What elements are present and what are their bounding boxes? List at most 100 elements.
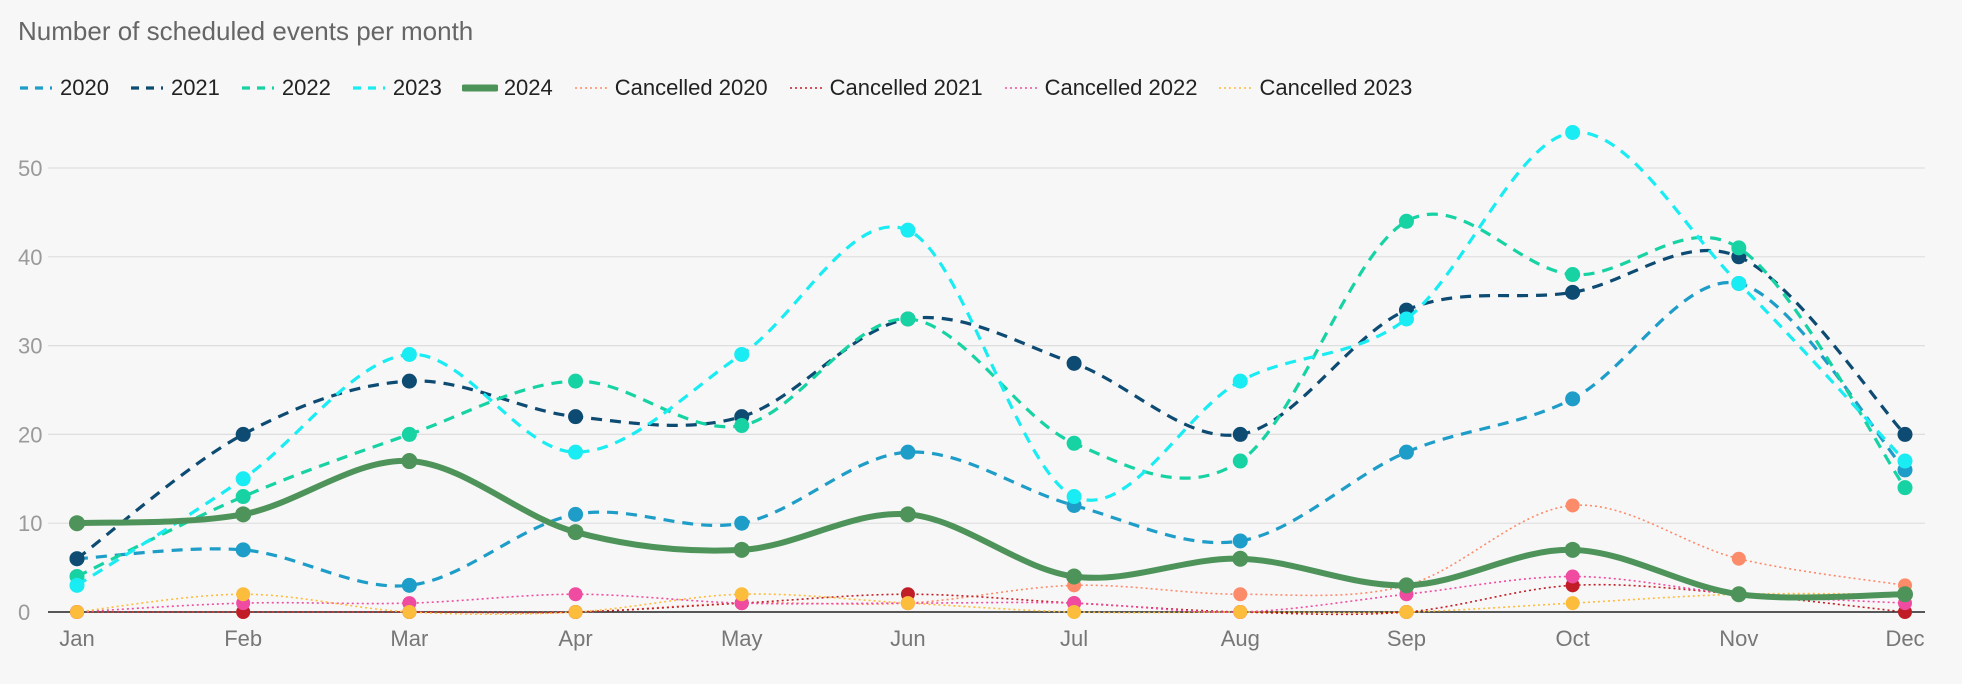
data-point-2024-mar xyxy=(401,453,418,470)
x-tick-label: Apr xyxy=(558,626,592,651)
chart-title: Number of scheduled events per month xyxy=(18,16,474,46)
x-tick-label: May xyxy=(721,626,763,651)
data-point-2022-oct xyxy=(1565,267,1581,283)
data-point-cancelled-2022-apr xyxy=(568,587,583,602)
series-2023 xyxy=(69,124,1913,593)
data-point-2021-oct xyxy=(1565,284,1581,300)
x-tick-label: Sep xyxy=(1387,626,1426,651)
data-point-cancelled-2023-sep xyxy=(1399,605,1414,619)
data-point-cancelled-2023-jan xyxy=(70,605,84,619)
data-point-2022-nov xyxy=(1731,240,1747,256)
legend-label: Cancelled 2022 xyxy=(1044,75,1198,100)
data-point-2024-sep xyxy=(1398,577,1415,594)
data-point-2022-dec xyxy=(1897,480,1913,496)
data-point-2023-sep xyxy=(1398,311,1414,327)
x-tick-label: Dec xyxy=(1885,626,1924,651)
y-tick-label: 40 xyxy=(18,245,42,270)
legend-swatch xyxy=(1004,87,1037,89)
legend-item-cancelled-2021[interactable]: Cancelled 2021 xyxy=(788,75,983,101)
legend-label: Cancelled 2020 xyxy=(614,75,768,100)
series-cancelled-2023 xyxy=(70,587,1912,619)
data-point-2023-may xyxy=(734,346,750,362)
x-tick-label: Nov xyxy=(1719,626,1758,651)
data-point-2020-aug xyxy=(1232,533,1248,549)
data-point-cancelled-2023-oct xyxy=(1565,596,1580,611)
legend-item-cancelled-2020[interactable]: Cancelled 2020 xyxy=(573,75,768,101)
data-point-cancelled-2023-may xyxy=(734,587,749,602)
series-2021 xyxy=(69,249,1913,567)
x-tick-label: Jun xyxy=(890,626,925,651)
data-point-2023-jan xyxy=(69,577,85,593)
data-point-2020-may xyxy=(734,515,750,531)
legend-item-2022[interactable]: 2022 xyxy=(240,75,331,101)
series-line-cancelled-2023 xyxy=(76,592,1906,616)
data-point-cancelled-2023-apr xyxy=(568,605,583,619)
series-2024 xyxy=(69,453,1913,603)
data-point-2023-mar xyxy=(401,346,417,362)
legend-label: 2021 xyxy=(170,75,220,100)
data-point-2021-jul xyxy=(1066,355,1082,371)
data-point-cancelled-2023-jun xyxy=(900,596,915,611)
series-line-2024 xyxy=(76,458,1906,601)
data-point-2021-jan xyxy=(69,551,85,567)
data-point-cancelled-2023-feb xyxy=(236,587,251,602)
legend-label: 2024 xyxy=(503,75,553,100)
data-point-cancelled-2023-jul xyxy=(1067,605,1082,619)
legend-item-cancelled-2022[interactable]: Cancelled 2022 xyxy=(1003,75,1198,101)
data-point-2022-mar xyxy=(401,426,417,442)
data-point-2023-apr xyxy=(568,444,584,460)
legend-swatch xyxy=(1219,87,1252,89)
x-tick-label: Mar xyxy=(390,626,428,651)
data-point-2022-sep xyxy=(1398,213,1414,229)
data-point-2024-may xyxy=(733,541,750,558)
data-point-2024-feb xyxy=(235,506,252,523)
data-point-2024-jan xyxy=(69,515,85,532)
legend-label: Cancelled 2023 xyxy=(1259,75,1413,100)
series-line-2022 xyxy=(76,212,1907,578)
legend-item-2023[interactable]: 2023 xyxy=(351,75,442,101)
y-tick-label: 10 xyxy=(18,511,42,536)
data-point-2023-dec xyxy=(1897,453,1913,469)
y-tick-label: 0 xyxy=(18,600,30,625)
data-point-2021-feb xyxy=(235,426,251,442)
data-point-2020-mar xyxy=(401,577,417,593)
legend-item-2024[interactable]: 2024 xyxy=(461,75,553,101)
legend-label: 2022 xyxy=(281,75,331,100)
chart-legend: 2020 2021 2022 2023 2024 Cancelled 2020 Cancel… xyxy=(18,75,1432,101)
x-tick-label: Aug xyxy=(1221,626,1260,651)
legend-swatch xyxy=(241,86,274,90)
legend-swatch xyxy=(130,86,163,90)
data-point-2021-dec xyxy=(1897,426,1913,442)
data-point-2022-aug xyxy=(1232,453,1248,469)
legend-label: Cancelled 2021 xyxy=(829,75,983,100)
data-point-2020-apr xyxy=(568,506,584,522)
series-line-2021 xyxy=(76,249,1907,561)
data-point-2023-jun xyxy=(900,222,916,238)
data-point-2023-aug xyxy=(1232,373,1248,389)
data-point-2022-jul xyxy=(1066,435,1082,451)
data-point-2020-oct xyxy=(1565,391,1581,407)
data-point-cancelled-2023-aug xyxy=(1233,605,1248,619)
legend-item-2020[interactable]: 2020 xyxy=(18,75,109,101)
series-cancelled-2021 xyxy=(70,578,1912,619)
data-point-2024-apr xyxy=(567,524,584,541)
data-point-cancelled-2022-oct xyxy=(1565,569,1580,584)
series-line-2020 xyxy=(76,280,1907,588)
data-point-2023-jul xyxy=(1066,489,1082,505)
data-point-2024-nov xyxy=(1730,586,1747,603)
legend-label: 2023 xyxy=(392,75,442,100)
data-point-2023-oct xyxy=(1565,124,1581,140)
series-line-cancelled-2021 xyxy=(77,583,1906,616)
legend-swatch xyxy=(20,86,52,90)
data-point-2022-may xyxy=(734,418,750,434)
legend-item-cancelled-2023[interactable]: Cancelled 2023 xyxy=(1217,75,1412,101)
series-cancelled-2020 xyxy=(70,498,1912,619)
data-point-2024-oct xyxy=(1564,541,1581,558)
x-tick-label: Feb xyxy=(224,626,262,651)
data-point-2023-feb xyxy=(235,471,251,487)
data-point-cancelled-2020-aug xyxy=(1233,587,1248,602)
data-point-2024-jun xyxy=(899,506,916,523)
legend-item-2021[interactable]: 2021 xyxy=(129,75,220,101)
